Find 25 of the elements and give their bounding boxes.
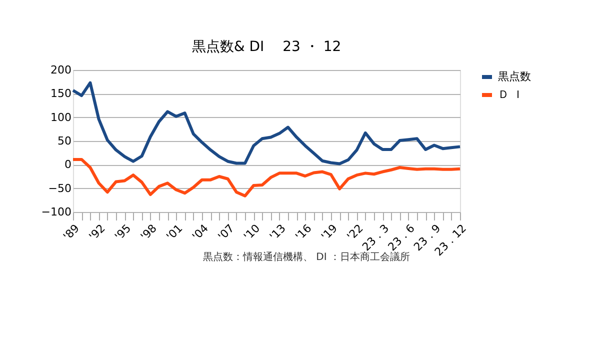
x-tick-label: '04	[190, 222, 211, 244]
legend-label: 黒点数	[498, 70, 531, 83]
line-series	[72, 81, 462, 166]
x-tick-label: '95	[112, 222, 134, 244]
x-tick-label: '16	[292, 222, 314, 244]
text: 黒点数：情報通信機構、 DI ：日本商工会議所	[202, 251, 410, 263]
y-tick-label: 0	[64, 158, 72, 172]
x-tick-label: '01	[164, 222, 186, 244]
y-tick-label: 200	[50, 64, 72, 76]
y-tick-label: 50	[58, 134, 72, 148]
y-tick-label: 150	[50, 87, 72, 100]
legend-label: Ｄ Ｉ	[498, 88, 524, 101]
x-tick-label: '19	[318, 222, 340, 244]
x-tick-label: '13	[267, 222, 288, 244]
x-tick-label: '22	[344, 222, 366, 244]
y-tick-label: 100	[50, 110, 72, 124]
x-tick-label: '98	[138, 222, 160, 244]
chart-title: 黒点数& DI 23 ・ 12	[192, 39, 342, 55]
x-tick-label: '89	[60, 222, 82, 244]
y-tick-label: −100	[41, 206, 72, 218]
x-tick-label: '92	[86, 222, 108, 244]
x-tick-label: '10	[241, 222, 263, 244]
x-tick-label: '07	[216, 222, 237, 244]
y-tick-label: −50	[48, 182, 72, 195]
line-series	[72, 158, 462, 198]
